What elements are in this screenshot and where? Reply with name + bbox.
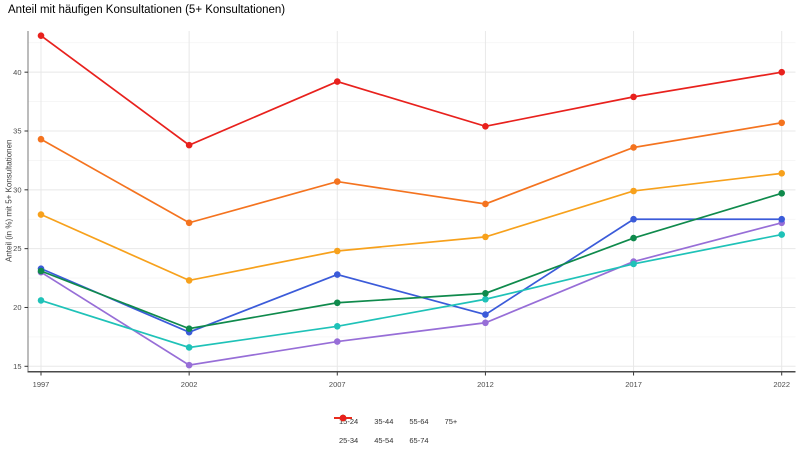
data-point — [37, 297, 45, 304]
series-75+ — [37, 32, 785, 149]
legend-item: 65-74 — [334, 414, 429, 445]
x-tick-label: 2002 — [181, 380, 198, 389]
y-tick-label: 40 — [13, 68, 21, 77]
data-point — [482, 311, 489, 318]
data-point — [185, 277, 193, 284]
data-point — [333, 247, 341, 255]
data-point — [333, 338, 341, 345]
data-point — [778, 68, 785, 76]
x-tick-label: 1997 — [33, 380, 50, 389]
legend: 15-24 25-34 35-44 45-54 55-64 65-74 75+ — [334, 412, 457, 450]
x-tick-label: 2007 — [329, 380, 346, 389]
data-point — [778, 231, 785, 238]
data-point — [333, 322, 341, 330]
y-tick-label: 25 — [13, 244, 21, 253]
data-point — [37, 267, 45, 275]
x-tick-label: 2017 — [625, 380, 642, 389]
data-point — [630, 260, 637, 268]
data-point — [37, 32, 45, 40]
data-point — [185, 361, 193, 369]
legend-label: 25-34 — [339, 436, 359, 445]
data-point — [630, 234, 637, 242]
legend-label: 15-24 — [339, 417, 359, 426]
y-tick-label: 20 — [13, 303, 21, 312]
data-point — [482, 290, 489, 297]
axis-ticks — [24, 71, 783, 376]
axis-tick-labels: 1997 2002 2007 2012 2017 2022 15 20 25 30 35 40 — [13, 68, 790, 389]
data-point — [185, 344, 193, 351]
series-15-24 — [37, 219, 785, 369]
legend-label: 55-64 — [409, 417, 429, 426]
chart-title: Anteil mit häufigen Konsultationen (5+ K… — [8, 4, 286, 16]
data-point — [185, 141, 193, 149]
series-35-44 — [37, 231, 785, 351]
data-point — [778, 170, 785, 177]
x-tick-label: 2012 — [477, 380, 494, 389]
data-point — [37, 211, 45, 218]
data-point — [333, 178, 341, 185]
data-point — [333, 78, 341, 85]
legend-label: 35-44 — [374, 417, 394, 426]
gridlines-major — [28, 31, 796, 371]
data-point — [778, 190, 785, 197]
data-point — [482, 122, 489, 130]
data-point — [333, 271, 341, 278]
y-tick-label: 30 — [13, 185, 21, 194]
data-point — [482, 295, 489, 303]
series-25-34 — [37, 215, 785, 336]
data-point — [778, 215, 785, 223]
legend-item: 55-64 — [334, 414, 429, 426]
data-point — [37, 135, 45, 143]
data-point — [630, 187, 637, 195]
y-tick-label: 15 — [13, 362, 21, 371]
data-point — [333, 299, 341, 307]
data-point — [630, 215, 637, 223]
legend-label: 75+ — [444, 417, 458, 426]
legend-item: 45-54 — [334, 414, 394, 445]
series-55-64 — [37, 170, 785, 284]
data-point — [482, 319, 489, 327]
data-point — [185, 325, 193, 332]
x-tick-label: 2022 — [773, 380, 790, 389]
series-45-54 — [37, 190, 785, 332]
data-point — [630, 144, 637, 151]
data-point — [482, 233, 489, 241]
data-point — [778, 119, 785, 127]
legend-item: 35-44 — [334, 414, 394, 426]
legend-item: 25-34 — [334, 414, 359, 445]
series-65-74 — [37, 119, 785, 227]
legend-label: 45-54 — [374, 436, 394, 445]
data-point — [630, 93, 637, 101]
legend-label: 65-74 — [409, 436, 429, 445]
legend-key-icon — [334, 414, 352, 422]
data-point — [482, 200, 489, 208]
legend-item: 75+ — [334, 414, 458, 426]
data-point — [185, 219, 193, 227]
y-tick-label: 35 — [13, 127, 21, 136]
